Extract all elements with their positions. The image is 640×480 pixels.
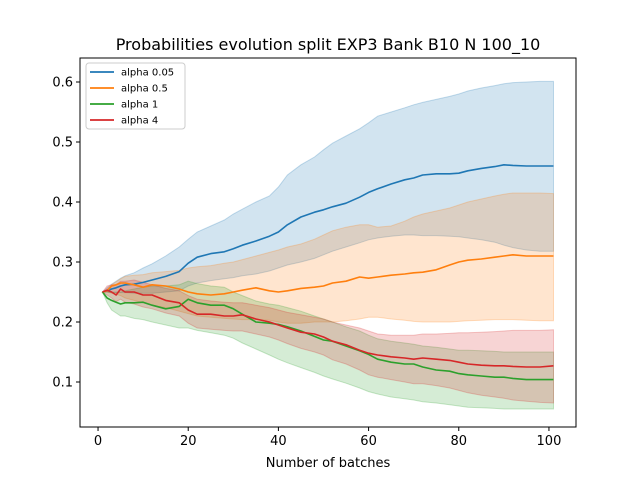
legend-label-alpha-4: alpha 4 (121, 116, 158, 127)
y-axis-ticks: 0.1 0.2 0.3 0.4 0.5 0.6 (52, 76, 80, 391)
chart-title: Probabilities evolution split EXP3 Bank … (116, 35, 541, 55)
y-tick-label: 0.1 (52, 376, 73, 391)
y-tick-label: 0.5 (52, 136, 73, 151)
line-alpha-0-05 (102, 164, 554, 293)
legend-label-alpha-0-05: alpha 0.05 (121, 68, 174, 79)
x-tick-label: 40 (270, 434, 287, 449)
y-tick-label: 0.4 (52, 196, 73, 211)
line-alpha-0-5 (102, 254, 554, 296)
x-tick-label: 0 (94, 434, 102, 449)
line-alpha-4 (102, 288, 554, 368)
y-tick-label: 0.6 (52, 76, 73, 91)
x-axis-label: Number of batches (266, 456, 391, 471)
x-tick-label: 60 (360, 434, 377, 449)
confidence-bands (100, 80, 554, 410)
legend-label-alpha-1: alpha 1 (121, 100, 158, 111)
y-tick-label: 0.2 (52, 316, 73, 331)
band-alpha-1 (101, 280, 554, 410)
legend-label-alpha-0-5: alpha 0.5 (121, 84, 168, 95)
plot-frame (79, 57, 577, 428)
x-axis-ticks: 0 20 40 60 80 100 (94, 427, 561, 449)
legend: alpha 0.05 alpha 0.5 alpha 1 alpha 4 (85, 62, 186, 130)
band-alpha-0-5 (100, 192, 554, 324)
x-tick-label: 100 (537, 434, 562, 449)
y-tick-label: 0.3 (52, 256, 73, 271)
x-tick-label: 80 (450, 434, 467, 449)
x-tick-label: 20 (180, 434, 197, 449)
legend-frame (85, 62, 186, 130)
series-lines (101, 164, 554, 381)
